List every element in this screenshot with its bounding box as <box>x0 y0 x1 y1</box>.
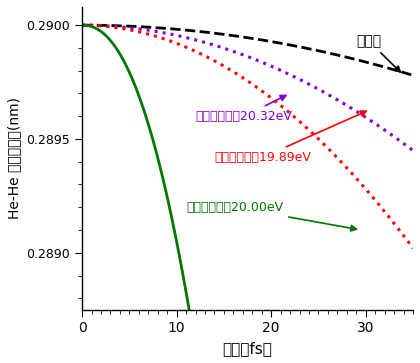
Text: 光エネルギー20.32eV: 光エネルギー20.32eV <box>196 95 292 123</box>
Text: 光エネルギー19.89eV: 光エネルギー19.89eV <box>215 111 366 164</box>
Text: 光エネルギー20.00eV: 光エネルギー20.00eV <box>186 201 357 231</box>
Y-axis label: He-He 原子間距離(nm): He-He 原子間距離(nm) <box>7 97 21 219</box>
Text: 光無し: 光無し <box>356 34 400 72</box>
X-axis label: 時間（fs）: 時間（fs） <box>223 341 273 356</box>
